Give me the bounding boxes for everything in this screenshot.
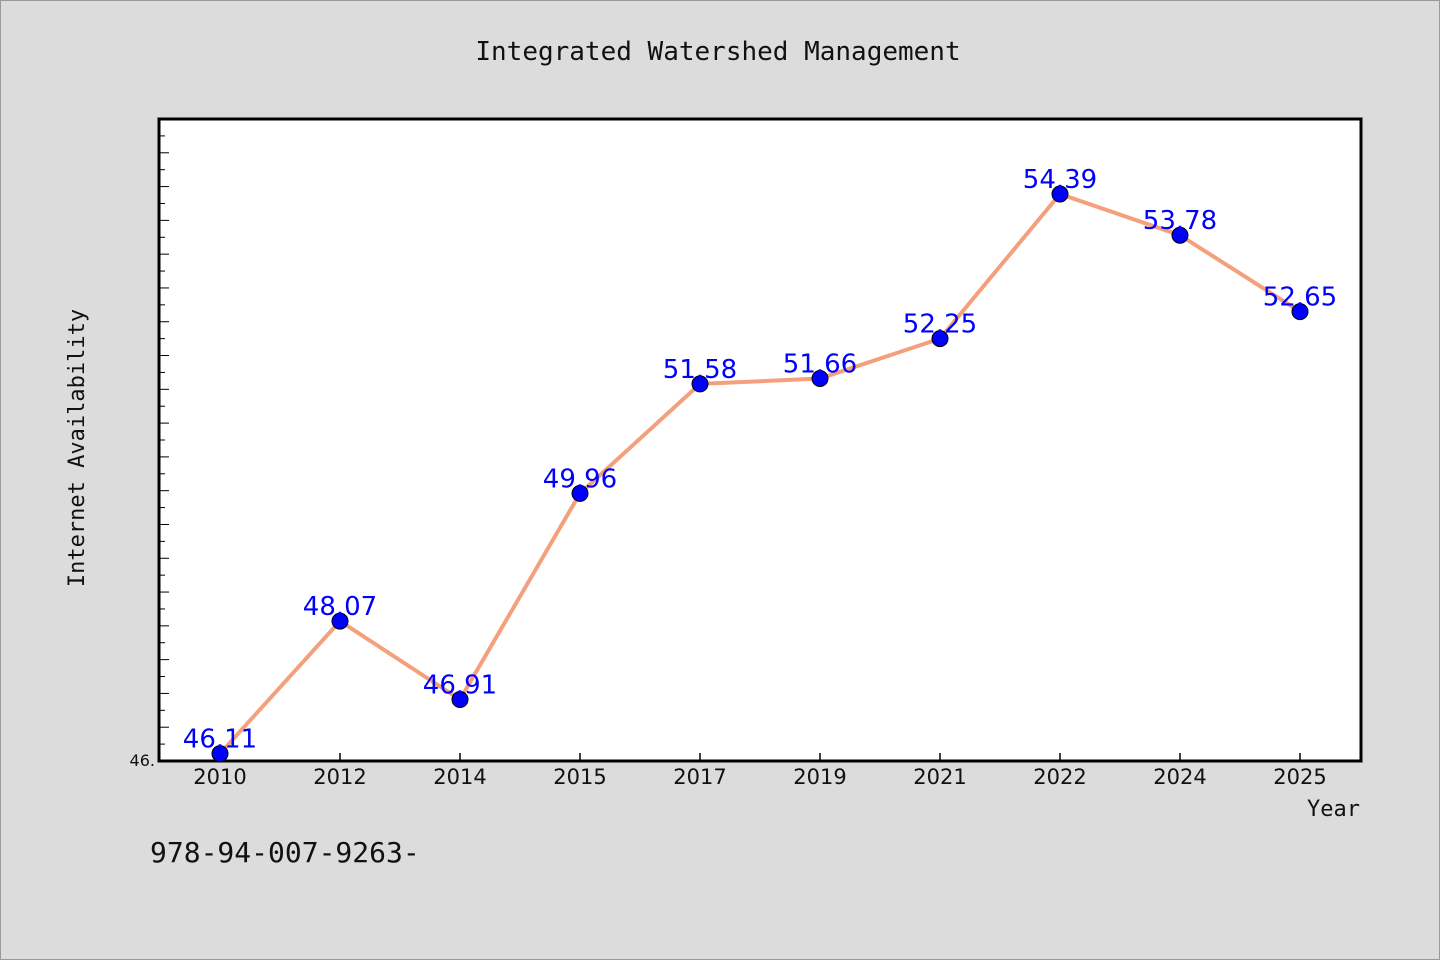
x-tick-label: 2022 bbox=[1033, 765, 1086, 789]
data-label: 52.65 bbox=[1263, 283, 1337, 313]
data-point-marker bbox=[931, 330, 949, 348]
data-label: 48.07 bbox=[303, 592, 377, 622]
series-line bbox=[218, 192, 1302, 755]
data-label: 51.66 bbox=[783, 350, 857, 380]
data-point-marker bbox=[331, 612, 349, 630]
data-point-marker bbox=[811, 370, 829, 388]
data-label: 46.11 bbox=[183, 725, 257, 755]
x-tick-label: 2024 bbox=[1153, 765, 1206, 789]
data-point-marker bbox=[211, 745, 229, 763]
y-axis-label: Internet Availability bbox=[65, 309, 90, 587]
data-label: 49.96 bbox=[543, 464, 617, 494]
data-label: 53.78 bbox=[1143, 206, 1217, 236]
plot-area bbox=[157, 117, 1363, 763]
series-markers bbox=[211, 185, 1309, 763]
data-label: 54.39 bbox=[1023, 165, 1097, 195]
data-labels: 46.11 48.07 46.91 49.96 51.58 51.66 52.25 54.39… bbox=[183, 165, 1337, 755]
x-tick-label: 2014 bbox=[433, 765, 486, 789]
data-point-marker bbox=[1171, 226, 1189, 244]
data-point-marker bbox=[571, 484, 589, 502]
chart-title: Integrated Watershed Management bbox=[475, 37, 960, 67]
data-point-marker bbox=[691, 375, 709, 393]
data-point-marker bbox=[1051, 185, 1069, 203]
data-label: 51.58 bbox=[663, 355, 737, 385]
x-axis-label: Year bbox=[1307, 797, 1360, 822]
x-tick-label: 2021 bbox=[913, 765, 966, 789]
y-axis-tick-label: 46. bbox=[130, 751, 155, 770]
x-tick-label: 2012 bbox=[313, 765, 366, 789]
x-tick-label: 2025 bbox=[1273, 765, 1326, 789]
y-axis-ticks bbox=[159, 118, 169, 762]
x-axis-ticks bbox=[219, 753, 1301, 761]
data-label: 52.25 bbox=[903, 310, 977, 340]
x-axis-tick-labels: 2010 2012 2014 2015 2017 2019 2021 2022 2024 2025 bbox=[193, 765, 1326, 789]
x-tick-label: 2017 bbox=[673, 765, 726, 789]
data-label: 46.91 bbox=[423, 671, 497, 701]
data-point-marker bbox=[451, 691, 469, 709]
isbn-text: 978-94-007-9263- bbox=[150, 836, 420, 869]
data-point-marker bbox=[1291, 303, 1309, 321]
x-tick-label: 2019 bbox=[793, 765, 846, 789]
x-tick-label: 2015 bbox=[553, 765, 606, 789]
x-tick-label: 2010 bbox=[193, 765, 246, 789]
